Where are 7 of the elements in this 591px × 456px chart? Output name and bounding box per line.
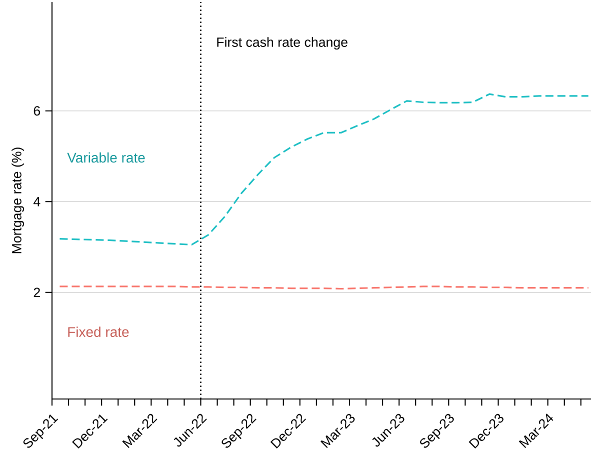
y-tick-label: 6 xyxy=(34,106,40,116)
y-tick-label: 4 xyxy=(34,197,40,206)
ref-line-label: First cash rate change xyxy=(217,37,348,50)
text: Fixed rate xyxy=(68,326,129,337)
y-axis-title: Mortgage rate (%) xyxy=(12,148,24,254)
y-tick-label: 2 xyxy=(34,288,40,298)
text: Variable rate xyxy=(67,152,145,163)
